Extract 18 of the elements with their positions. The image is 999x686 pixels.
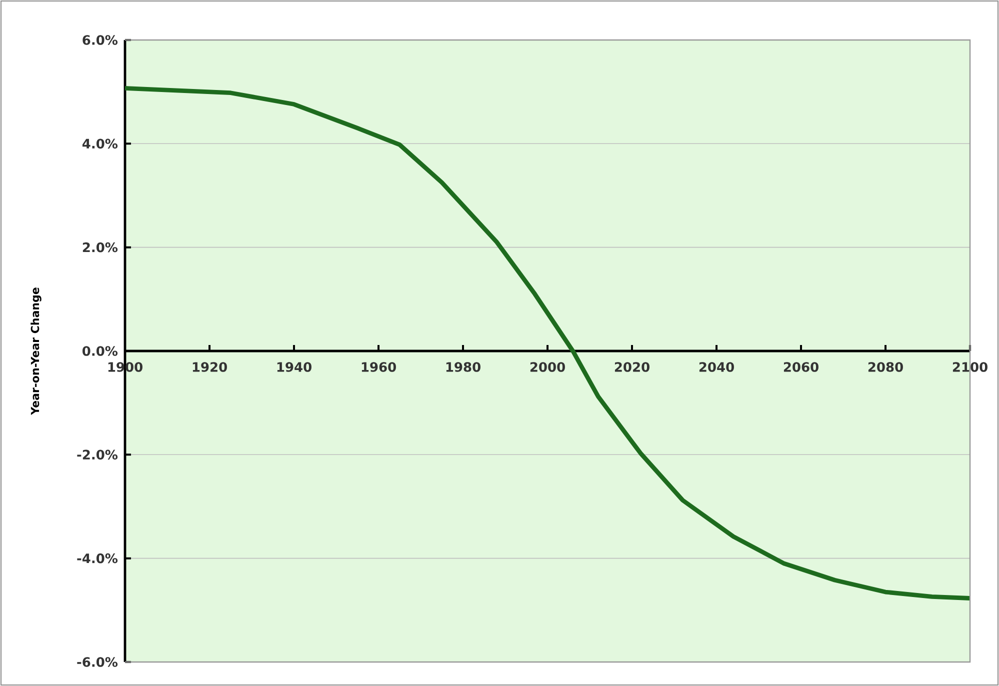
- x-tick-label: 1980: [446, 362, 480, 372]
- x-tick-label: 2100: [952, 362, 988, 372]
- y-tick-label: -4.0%: [77, 553, 118, 564]
- y-tick-label: -6.0%: [77, 657, 118, 667]
- x-tick-label: 1940: [277, 362, 312, 372]
- x-tick-label: 2080: [868, 362, 903, 372]
- x-tick-label: 2020: [614, 362, 650, 372]
- x-tick-label: 2060: [784, 362, 818, 372]
- y-tick-label: 0.0%: [82, 346, 118, 356]
- y-tick-label: 2.0%: [82, 242, 118, 252]
- y-axis-title: Year-on-Year Change: [30, 288, 42, 415]
- y-tick-label: 4.0%: [82, 138, 118, 149]
- x-tick-label: 2040: [699, 362, 734, 372]
- y-tick-label: 6.0%: [82, 35, 118, 45]
- x-tick-label: 1920: [192, 362, 227, 372]
- y-tick-label: -2.0%: [77, 450, 118, 460]
- x-tick-label: 2000: [530, 362, 565, 372]
- x-tick-label: 1960: [362, 362, 396, 372]
